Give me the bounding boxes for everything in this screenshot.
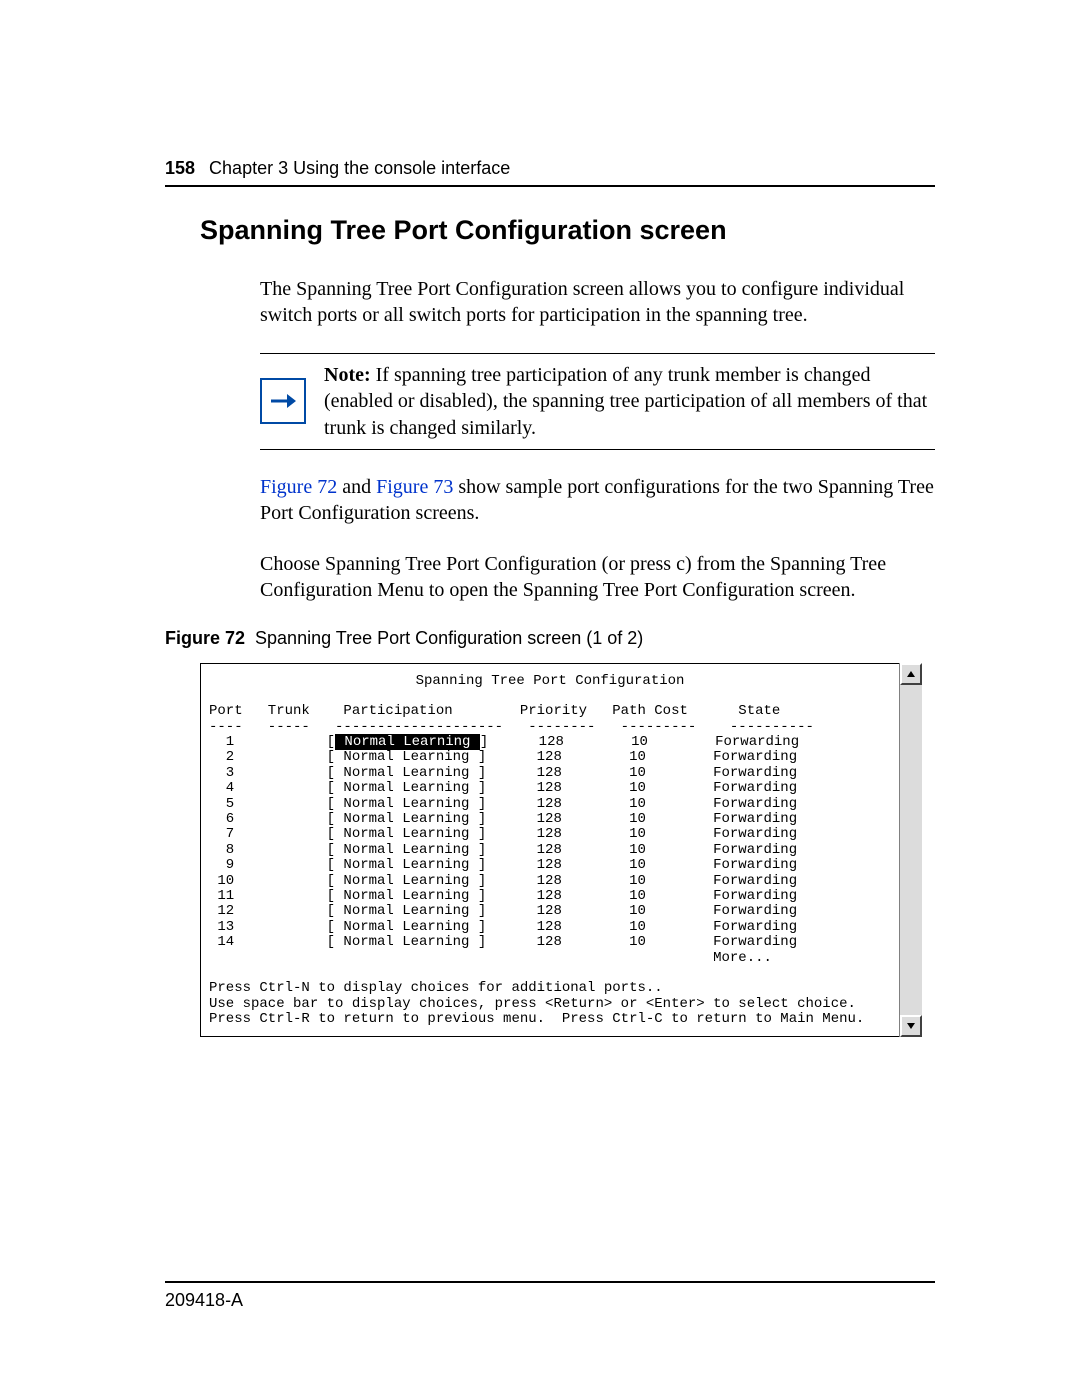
terminal-divider: ---- ----- -------------------- --------… xyxy=(209,720,891,735)
terminal-row: 8 [ Normal Learning ] 128 10 Forwarding xyxy=(209,843,891,858)
terminal-row: 12 [ Normal Learning ] 128 10 Forwarding xyxy=(209,904,891,919)
figure-72-link[interactable]: Figure 72 xyxy=(260,476,337,498)
terminal-row: 2 [ Normal Learning ] 128 10 Forwarding xyxy=(209,750,891,765)
section-heading: Spanning Tree Port Configuration screen xyxy=(200,215,935,246)
scrollbar[interactable] xyxy=(899,663,922,1037)
terminal-row: 5 [ Normal Learning ] 128 10 Forwarding xyxy=(209,797,891,812)
figure-caption-text: Spanning Tree Port Configuration screen … xyxy=(255,628,643,648)
terminal-screenshot: Spanning Tree Port Configuration Port Tr… xyxy=(200,663,922,1037)
terminal-blank xyxy=(209,966,891,981)
note-row: Note: If spanning tree participation of … xyxy=(260,362,935,441)
figure-73-link[interactable]: Figure 73 xyxy=(376,476,453,498)
page: 158 Chapter 3 Using the console interfac… xyxy=(0,0,1080,1397)
scroll-up-button[interactable] xyxy=(900,663,922,685)
terminal-row: 13 [ Normal Learning ] 128 10 Forwarding xyxy=(209,920,891,935)
terminal-help: Use space bar to display choices, press … xyxy=(209,997,891,1012)
footer-rule xyxy=(165,1281,935,1283)
figure-caption: Figure 72 Spanning Tree Port Configuratio… xyxy=(165,628,935,649)
figure-label: Figure 72 xyxy=(165,628,245,648)
terminal-columns: Port Trunk Participation Priority Path C… xyxy=(209,704,891,719)
note-rule-top xyxy=(260,353,935,354)
terminal-row: 6 [ Normal Learning ] 128 10 Forwarding xyxy=(209,812,891,827)
note-label: Note: xyxy=(324,364,371,386)
terminal-blank xyxy=(209,689,891,704)
terminal-row: 7 [ Normal Learning ] 128 10 Forwarding xyxy=(209,827,891,842)
terminal-title: Spanning Tree Port Configuration xyxy=(209,674,891,689)
terminal-help: Press Ctrl-N to display choices for addi… xyxy=(209,981,891,996)
instruction-paragraph: Choose Spanning Tree Port Configuration … xyxy=(260,551,935,604)
intro-paragraph: The Spanning Tree Port Configuration scr… xyxy=(260,276,935,329)
terminal-row: 11 [ Normal Learning ] 128 10 Forwarding xyxy=(209,889,891,904)
chapter-title: Chapter 3 Using the console interface xyxy=(209,158,510,179)
terminal-row: 3 [ Normal Learning ] 128 10 Forwarding xyxy=(209,766,891,781)
note-block: Note: If spanning tree participation of … xyxy=(165,353,935,450)
note-rule-bottom xyxy=(260,449,935,450)
note-arrow-icon xyxy=(260,378,306,424)
text-and: and xyxy=(337,476,376,498)
header-rule xyxy=(165,185,935,187)
terminal-row: 14 [ Normal Learning ] 128 10 Forwarding xyxy=(209,935,891,950)
terminal-row: 9 [ Normal Learning ] 128 10 Forwarding xyxy=(209,858,891,873)
scroll-down-button[interactable] xyxy=(900,1015,922,1037)
terminal-content: Spanning Tree Port Configuration Port Tr… xyxy=(200,663,900,1037)
figure-ref-paragraph: Figure 72 and Figure 73 show sample port… xyxy=(260,474,935,527)
terminal-row: 1 [ Normal Learning ] 128 10 Forwarding xyxy=(209,735,891,750)
terminal-help: Press Ctrl-R to return to previous menu.… xyxy=(209,1012,891,1027)
terminal-more: More... xyxy=(209,951,891,966)
terminal-row: 4 [ Normal Learning ] 128 10 Forwarding xyxy=(209,781,891,796)
page-number: 158 xyxy=(165,158,195,179)
note-body: If spanning tree participation of any tr… xyxy=(324,364,927,439)
terminal-row: 10 [ Normal Learning ] 128 10 Forwarding xyxy=(209,874,891,889)
footer-docid: 209418-A xyxy=(165,1290,243,1311)
note-text: Note: If spanning tree participation of … xyxy=(324,362,935,441)
running-header: 158 Chapter 3 Using the console interfac… xyxy=(165,158,935,179)
